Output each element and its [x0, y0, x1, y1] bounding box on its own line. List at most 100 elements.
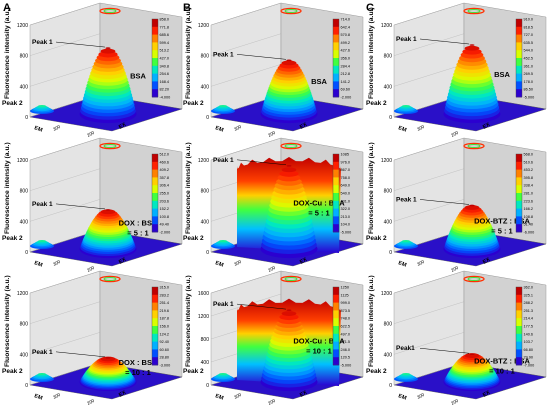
x-tick-label: 300: [52, 124, 61, 132]
x-tick-label: 300: [233, 124, 242, 132]
colorbar-segment: [152, 302, 158, 311]
y-tick-label: 0: [206, 383, 209, 389]
colorbar-segment: [516, 161, 522, 170]
chart-svg: 1600 1200 800 400 0 Fluorescence intensity (a…: [183, 270, 364, 406]
colorbar-segment: [516, 89, 522, 98]
x-tick-label: 200: [267, 130, 276, 138]
y-tick-label: 0: [389, 115, 392, 121]
colorbar-segment: [152, 177, 158, 186]
peak2-slice: [219, 373, 227, 375]
panel-b1: 1200 800 400 0 Fluorescence intensity (a.u.)…: [181, 2, 364, 139]
colorbar-tick-label: 540.0: [341, 192, 351, 196]
peak-slice: [469, 204, 475, 207]
grid-line: [29, 2, 101, 26]
ex-axis-label: EX: [482, 390, 492, 399]
colorbar-segment: [152, 34, 158, 43]
colorbar-tick-label: 168.4: [160, 80, 170, 84]
colorbar-segment: [333, 349, 339, 358]
peak-slice: [469, 44, 475, 46]
colorbar-tick-label: 104.0: [341, 223, 351, 227]
y-tick-label: 400: [20, 84, 29, 90]
peak1-arrow: [55, 41, 106, 48]
y-tick-label: 400: [201, 84, 210, 90]
sample-label: BSA: [494, 70, 510, 79]
colorbar-tick-label: 1125: [341, 293, 349, 297]
colorbar-segment: [516, 169, 522, 178]
colorbar-segment: [516, 65, 522, 74]
colorbar-frame: [515, 153, 523, 233]
peak-slice: [279, 313, 299, 321]
peak1-label: Peak 1: [213, 51, 234, 58]
colorbar-segment: [152, 341, 158, 350]
colorbar-tick-label: 82.20: [160, 88, 170, 92]
grid-line: [393, 332, 465, 355]
colorbar-tick-label: 544.0: [524, 49, 534, 53]
y-tick-label: 800: [384, 54, 393, 60]
colorbar-segment: [516, 58, 522, 67]
colorbar-tick-label: 29.90: [524, 356, 534, 360]
peak-slice: [469, 353, 475, 356]
colorbar-tick-label: 858.0: [160, 18, 170, 22]
colorbar-segment: [516, 73, 522, 82]
colorbar-tick-label: 395.8: [524, 176, 534, 180]
colorbar-tick-label: 510.6: [524, 160, 534, 164]
colorbar-segment: [516, 154, 522, 163]
chart-svg: 1200 800 400 0 Fluorescence intensity (a.u.)…: [366, 2, 547, 138]
colorbar-segment: [152, 326, 158, 335]
colorbar-tick-label: 60.60: [160, 348, 170, 352]
peak2-slice: [402, 105, 410, 107]
colorbar-tick-label: 771.8: [160, 25, 170, 29]
colorbar-tick-label: 512.0: [160, 153, 170, 157]
peak-slice: [105, 357, 111, 359]
peak2-label: Peak 2: [2, 235, 23, 242]
colorbar-segment: [333, 42, 339, 51]
peak-slice: [105, 47, 111, 49]
colorbar-segment: [152, 161, 158, 170]
peak2-label: Peak 2: [2, 368, 23, 375]
colorbar-segment: [152, 42, 158, 51]
grid-line: [393, 2, 465, 26]
sample-label: DOX-BTZ : BSA: [474, 216, 530, 225]
colorbar-tick-label: 214.4: [524, 317, 534, 321]
colorbar-tick-label: 599.4: [160, 41, 170, 45]
colorbar-segment: [516, 34, 522, 43]
contour-ring-outer: [280, 142, 302, 150]
colorbar-segment: [333, 310, 339, 319]
peak1-arrow: [236, 54, 287, 60]
peak-slice: [105, 209, 111, 211]
em-axis-label: EM: [397, 125, 407, 134]
y-tick-label: 400: [201, 219, 210, 225]
colorbar-tick-label: 255.0: [160, 192, 170, 196]
colorbar-tick-label: 281.0: [524, 192, 534, 196]
y-tick-label: 800: [384, 189, 393, 195]
em-axis-label: EM: [33, 125, 43, 134]
colorbar-tick-label: 910.0: [524, 18, 534, 22]
x-tick-label: 200: [267, 398, 276, 406]
colorbar-tick-label: 976.0: [341, 160, 351, 164]
colorbar-segment: [516, 50, 522, 59]
colorbar-tick-label: 649.0: [341, 184, 351, 188]
y-tick-label: 1200: [198, 23, 209, 29]
colorbar-segment: [333, 318, 339, 327]
peak1-label: Peak 1: [213, 157, 234, 164]
colorbar-segment: [333, 200, 339, 209]
colorbar-tick-label: 727.0: [524, 33, 534, 37]
colorbar-tick-label: -2.000: [160, 231, 171, 235]
colorbar-tick-label: 356.0: [341, 57, 351, 61]
colorbar-tick-label: 140.6: [524, 332, 534, 336]
colorbar-tick-label: 124.2: [160, 332, 170, 336]
grid-line: [29, 332, 101, 355]
y-tick-label: 800: [201, 189, 210, 195]
colorbar-segment: [333, 73, 339, 82]
peak-slice: [281, 167, 297, 173]
column-letter-c: C: [366, 2, 374, 14]
colorbar-tick-label: 251.4: [160, 301, 170, 305]
colorbar-segment: [333, 65, 339, 74]
grid-line: [29, 137, 101, 161]
sample-label: BSA: [130, 71, 146, 80]
colorbar-tick-label: 203.6: [160, 199, 170, 203]
colorbar-segment: [152, 89, 158, 98]
peak2-slice: [219, 105, 227, 107]
colorbar-tick-label: 452.5: [524, 57, 534, 61]
